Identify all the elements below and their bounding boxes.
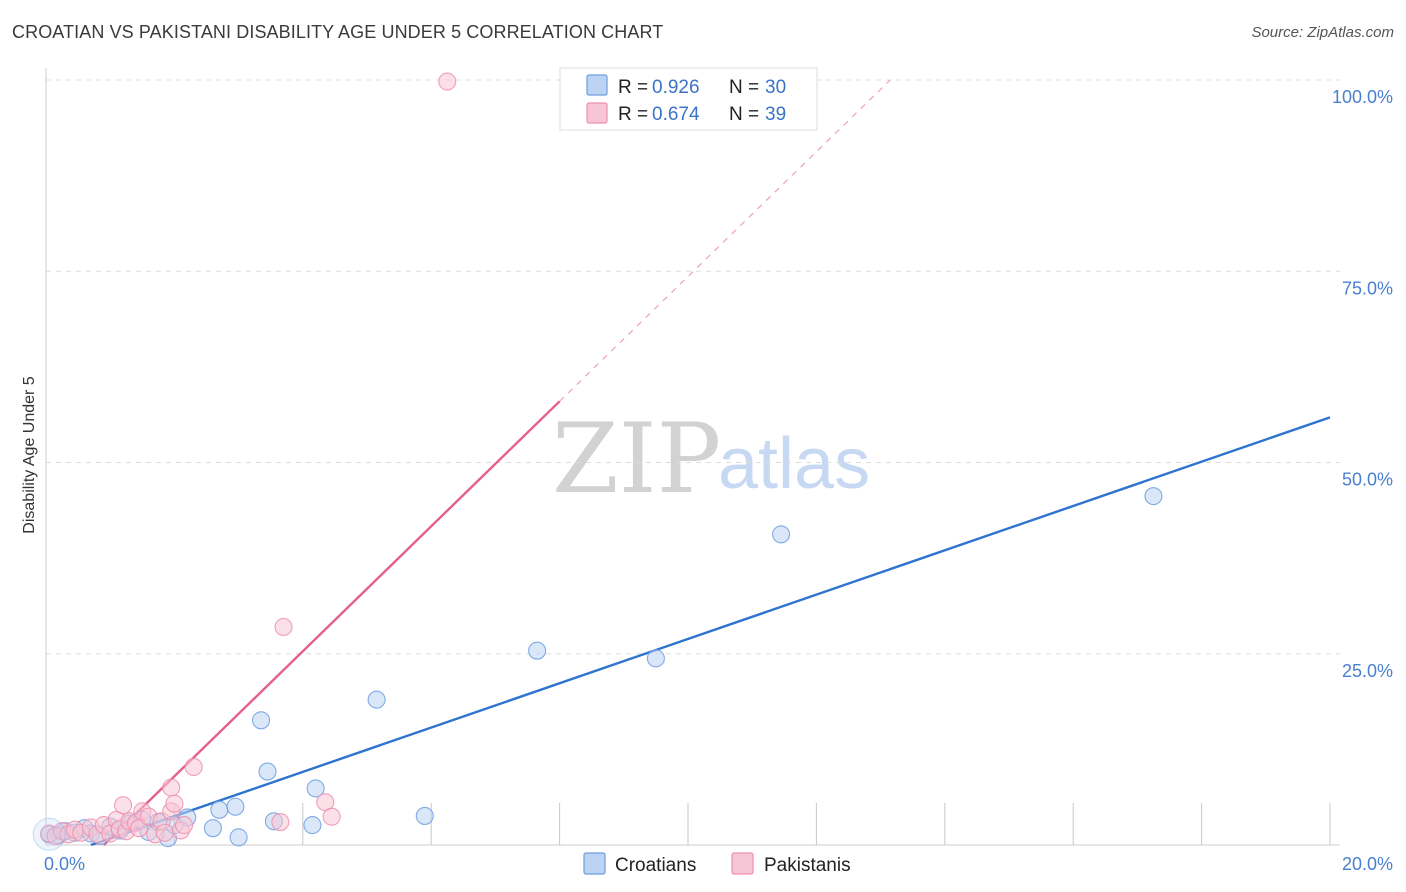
series-legend-label-croatians: Croatians xyxy=(615,855,696,876)
croatians-point-19 xyxy=(229,828,248,847)
stats-legend: R = 0.926 N = 30 R = 0.674 N = 39 xyxy=(559,67,818,131)
watermark-atlas: atlas xyxy=(718,424,870,504)
gridlines xyxy=(46,79,1340,655)
croatians-point-24 xyxy=(306,779,325,798)
series-croatians xyxy=(40,487,1163,848)
croatians-point-20 xyxy=(252,711,271,730)
croatians-point-28 xyxy=(646,649,665,668)
x-tick-label-right: 20.0% xyxy=(1342,854,1393,874)
pakistanis-point-28 xyxy=(271,812,290,832)
watermark-zip: ZIP xyxy=(552,403,721,515)
series-legend: Croatians Pakistanis xyxy=(583,852,851,876)
pakistanis-point-15 xyxy=(113,796,133,815)
x-tick-label-left: 0.0% xyxy=(44,854,85,874)
croatians-point-27 xyxy=(528,641,547,660)
trend-lines xyxy=(90,79,1331,847)
pakistanis-trend-extension xyxy=(559,79,891,402)
legend-n-value-pakistanis: 39 xyxy=(765,104,786,125)
legend-r-value-pakistanis: 0.674 xyxy=(652,104,700,125)
legend-swatch-croatians xyxy=(586,74,608,96)
croatians-point-23 xyxy=(303,816,322,835)
series-legend-swatch-croatians xyxy=(583,852,606,875)
pakistanis-point-24 xyxy=(165,794,184,813)
legend-r-label-croatians: R = xyxy=(618,77,648,98)
pakistanis-point-21 xyxy=(155,823,174,842)
series-legend-swatch-pakistanis xyxy=(731,852,754,875)
series-pakistanis xyxy=(40,72,457,845)
legend-n-value-croatians: 30 xyxy=(765,77,786,98)
legend-r-value-croatians: 0.926 xyxy=(652,77,700,98)
y-tick-label-2: 75.0% xyxy=(1342,278,1393,298)
pakistanis-point-32 xyxy=(438,72,457,91)
croatians-point-16 xyxy=(203,819,222,838)
croatians-point-29 xyxy=(772,525,791,544)
pakistanis-point-27 xyxy=(184,757,203,777)
pakistanis-trend-line xyxy=(102,400,561,846)
croatians-point-30 xyxy=(1144,487,1163,506)
legend-n-label-pakistanis: N = xyxy=(729,104,759,125)
chart-title: CROATIAN VS PAKISTANI DISABILITY AGE UND… xyxy=(12,22,664,42)
pakistanis-point-31 xyxy=(322,807,341,826)
y-tick-label-1: 50.0% xyxy=(1342,470,1393,490)
legend-r-label-pakistanis: R = xyxy=(618,104,648,125)
tick-labels: 25.0% 50.0% 75.0% 100.0% 0.0% 20.0% xyxy=(44,87,1393,874)
croatians-point-17 xyxy=(210,800,229,819)
axes xyxy=(45,68,1340,846)
pakistanis-point-29 xyxy=(274,617,293,637)
croatians-trend-line xyxy=(90,416,1331,847)
y-tick-label-3: 100.0% xyxy=(1332,87,1393,107)
croatians-point-18 xyxy=(226,797,245,816)
pakistanis-point-23 xyxy=(162,778,181,797)
y-axis-label: Disability Age Under 5 xyxy=(21,376,38,534)
source-label: Source: ZipAtlas.com xyxy=(1251,24,1394,41)
series-legend-label-pakistanis: Pakistanis xyxy=(764,855,851,876)
pakistanis-point-26 xyxy=(174,816,194,835)
croatians-point-26 xyxy=(415,806,434,825)
legend-swatch-pakistanis xyxy=(586,102,608,124)
croatians-cluster-point xyxy=(32,817,66,851)
y-tick-label-0: 25.0% xyxy=(1342,661,1393,681)
croatians-point-21 xyxy=(258,762,277,781)
data-points xyxy=(32,72,1163,851)
croatians-point-25 xyxy=(367,690,386,709)
legend-n-label-croatians: N = xyxy=(729,77,759,98)
